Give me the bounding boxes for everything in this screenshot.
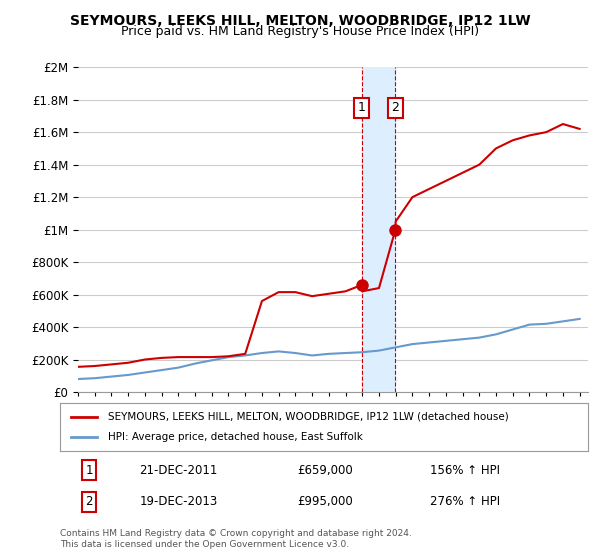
Text: SEYMOURS, LEEKS HILL, MELTON, WOODBRIDGE, IP12 1LW (detached house): SEYMOURS, LEEKS HILL, MELTON, WOODBRIDGE… xyxy=(107,412,508,422)
Text: SEYMOURS, LEEKS HILL, MELTON, WOODBRIDGE, IP12 1LW: SEYMOURS, LEEKS HILL, MELTON, WOODBRIDGE… xyxy=(70,14,530,28)
Text: 2: 2 xyxy=(391,101,399,114)
Text: 1: 1 xyxy=(358,101,365,114)
Text: Contains HM Land Registry data © Crown copyright and database right 2024.
This d: Contains HM Land Registry data © Crown c… xyxy=(60,529,412,549)
Text: 276% ↑ HPI: 276% ↑ HPI xyxy=(430,496,500,508)
Text: 1: 1 xyxy=(85,464,93,477)
Text: 21-DEC-2011: 21-DEC-2011 xyxy=(139,464,218,477)
Text: 156% ↑ HPI: 156% ↑ HPI xyxy=(430,464,500,477)
Text: £995,000: £995,000 xyxy=(298,496,353,508)
Text: Price paid vs. HM Land Registry's House Price Index (HPI): Price paid vs. HM Land Registry's House … xyxy=(121,25,479,38)
Text: £659,000: £659,000 xyxy=(298,464,353,477)
Text: 2: 2 xyxy=(85,496,93,508)
Text: 19-DEC-2013: 19-DEC-2013 xyxy=(139,496,217,508)
Text: HPI: Average price, detached house, East Suffolk: HPI: Average price, detached house, East… xyxy=(107,432,362,442)
Bar xyxy=(362,67,395,392)
